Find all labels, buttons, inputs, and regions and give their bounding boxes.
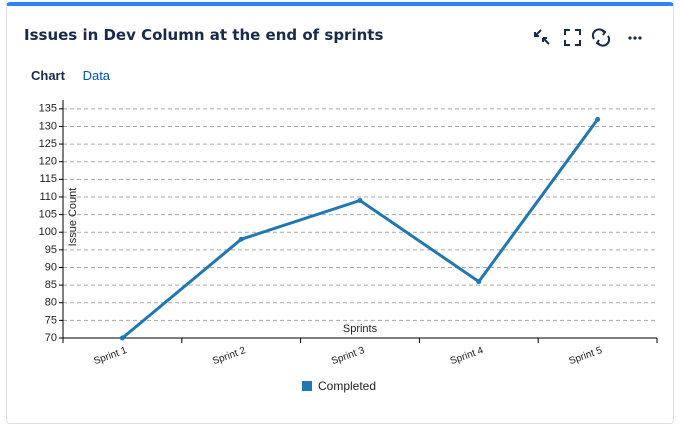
- tab[interactable]: Data: [82, 68, 111, 83]
- point: [595, 116, 601, 122]
- y-tick-label: 115: [39, 173, 57, 185]
- x-tick-label: Sprint 5: [568, 345, 605, 367]
- point: [476, 279, 482, 285]
- collapse-icon[interactable]: [534, 29, 550, 45]
- y-axis-label: Issue Count: [67, 188, 79, 247]
- x-tick-label: Sprint 2: [211, 345, 248, 367]
- y-tick-label: 100: [39, 226, 57, 238]
- y-tick-label: 105: [39, 208, 57, 220]
- x-axis-label: Sprints: [343, 323, 378, 335]
- point: [357, 197, 363, 203]
- y-tick-label: 70: [45, 332, 57, 344]
- y-tick-label: 90: [45, 261, 57, 273]
- toolbar: [531, 27, 651, 52]
- y-tick-label: 95: [45, 244, 57, 256]
- more-icon[interactable]: [628, 36, 642, 40]
- x-tick-label: Sprint 3: [330, 345, 367, 367]
- y-tick-label: 80: [45, 297, 57, 309]
- tab[interactable]: Chart: [31, 68, 65, 83]
- card-title: Issues in Dev Column at the end of sprin…: [24, 26, 384, 44]
- point: [238, 236, 244, 242]
- x-tick-label: Sprint 4: [449, 345, 486, 367]
- x-tick-label: Sprint 1: [92, 345, 129, 367]
- toolbar-icons: [534, 28, 642, 47]
- card: Issues in Dev Column at the end of sprin…: [6, 2, 674, 424]
- refresh-icon[interactable]: [591, 28, 611, 47]
- legend-swatch: [302, 381, 312, 391]
- legend-label: Completed: [318, 379, 376, 393]
- tabs: Chart Data: [31, 68, 124, 83]
- y-tick-label: 135: [39, 103, 57, 115]
- y-tick-label: 130: [39, 120, 57, 132]
- y-tick-label: 75: [45, 314, 57, 326]
- line: [121, 118, 599, 340]
- y-tick-label: 120: [39, 156, 57, 168]
- y-tick-label: 125: [39, 138, 57, 150]
- point: [119, 335, 125, 341]
- fullscreen-icon[interactable]: [564, 29, 581, 46]
- y-tick-label: 85: [45, 279, 57, 291]
- y-tick-label: 110: [39, 191, 57, 203]
